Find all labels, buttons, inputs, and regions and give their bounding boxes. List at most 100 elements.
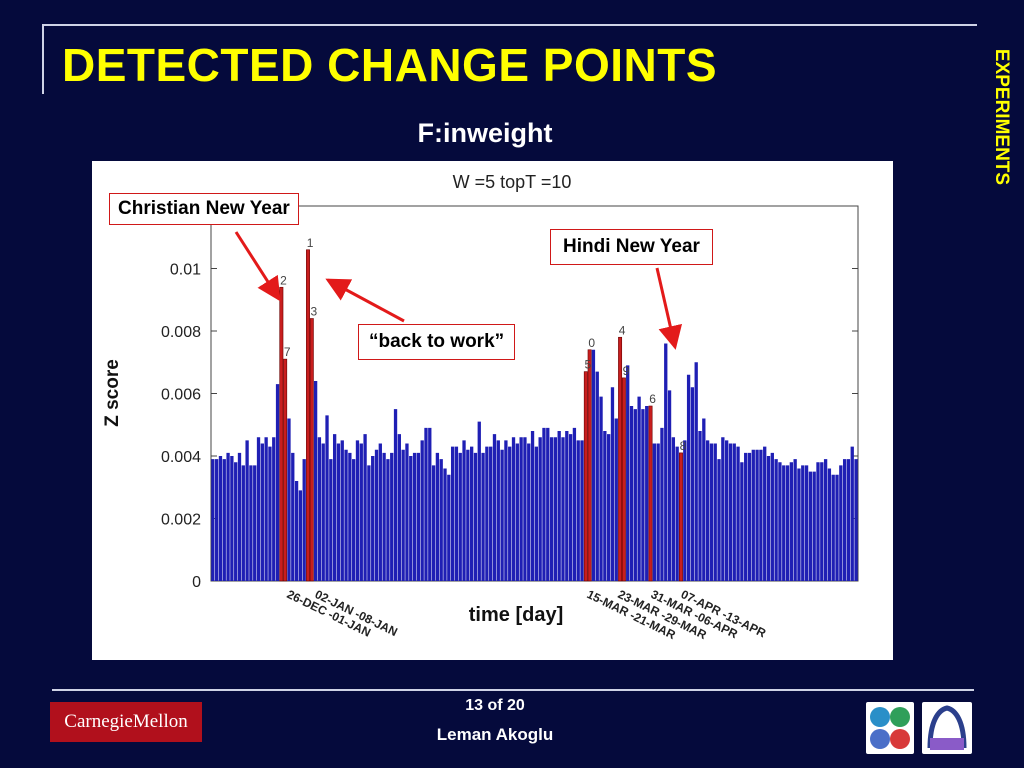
bar xyxy=(378,443,382,581)
bar xyxy=(473,452,478,581)
bar xyxy=(568,434,573,581)
bar xyxy=(842,459,847,581)
bar xyxy=(264,437,268,581)
bar xyxy=(755,449,759,581)
bar xyxy=(671,437,676,581)
bar xyxy=(561,437,565,581)
bar xyxy=(801,465,805,581)
bar xyxy=(629,406,634,581)
bar xyxy=(724,440,729,581)
bar xyxy=(492,434,497,581)
bar xyxy=(534,446,539,581)
bar xyxy=(317,437,322,581)
callout-back-to-work: “back to work” xyxy=(358,324,516,360)
bar xyxy=(405,443,409,581)
y-tick-label: 0.002 xyxy=(161,512,201,529)
bar xyxy=(538,437,542,581)
bar xyxy=(332,434,337,581)
arrow-back-to-work xyxy=(325,278,405,323)
bar xyxy=(268,446,272,581)
change-point-rank-label: 0 xyxy=(588,336,595,350)
bar xyxy=(291,452,295,581)
bar xyxy=(462,440,466,581)
arrow-hindi xyxy=(655,267,683,350)
bar xyxy=(820,462,824,581)
bar xyxy=(428,427,432,581)
change-point-rank-label: 6 xyxy=(649,392,656,406)
bar xyxy=(504,440,508,581)
bar xyxy=(367,465,371,581)
bar xyxy=(850,446,854,581)
bar xyxy=(508,446,512,581)
bar xyxy=(717,459,721,581)
bar xyxy=(626,365,630,581)
bar xyxy=(435,452,440,581)
bar xyxy=(641,409,645,581)
bar xyxy=(770,452,774,581)
bar xyxy=(846,459,851,581)
bar xyxy=(439,459,443,581)
slide-title: DETECTED CHANGE POINTS xyxy=(62,39,718,91)
bar xyxy=(728,443,733,581)
bar xyxy=(610,387,615,581)
bar xyxy=(591,349,596,581)
bar xyxy=(454,446,459,581)
bar xyxy=(226,452,230,581)
bar xyxy=(519,437,523,581)
bar xyxy=(675,446,679,581)
bar xyxy=(816,462,820,581)
change-point-bar xyxy=(618,336,623,582)
bar xyxy=(500,449,504,581)
bar xyxy=(774,459,778,581)
bar xyxy=(298,490,303,581)
author-name: Leman Akoglu xyxy=(436,725,554,744)
bar xyxy=(443,468,447,581)
bar xyxy=(744,452,748,581)
bar xyxy=(580,440,584,581)
chart-title: W =5 topT =10 xyxy=(453,172,572,192)
bar xyxy=(702,418,706,581)
bar xyxy=(530,431,535,581)
arc-logo-icon xyxy=(922,702,972,754)
y-tick-label: 0 xyxy=(192,574,201,591)
bar xyxy=(664,343,668,581)
change-point-bar xyxy=(283,358,288,582)
top-rule xyxy=(42,24,977,26)
bar xyxy=(275,384,280,581)
bar xyxy=(694,362,698,581)
change-point-rank-label: 2 xyxy=(280,273,287,287)
bar xyxy=(713,443,717,581)
bar xyxy=(211,459,215,581)
bar xyxy=(614,418,618,581)
bar xyxy=(557,431,561,581)
bar xyxy=(256,437,261,581)
bar xyxy=(325,415,329,581)
bar xyxy=(546,427,550,581)
bar xyxy=(409,456,413,581)
bar xyxy=(690,387,695,581)
bar xyxy=(854,459,858,581)
bar xyxy=(831,474,835,581)
bar xyxy=(823,459,828,581)
bar xyxy=(371,456,375,581)
y-tick-label: 0.006 xyxy=(161,387,201,404)
bar xyxy=(466,449,470,581)
bar xyxy=(553,437,558,581)
bar xyxy=(607,434,611,581)
network-logo-icon xyxy=(866,702,914,754)
bar xyxy=(348,452,352,581)
bar xyxy=(511,437,516,581)
bar xyxy=(245,440,249,581)
bar xyxy=(778,462,782,581)
bar xyxy=(633,409,637,581)
bar xyxy=(321,443,325,581)
bar xyxy=(656,443,660,581)
bar xyxy=(336,443,341,581)
bar xyxy=(416,452,421,581)
callout-christian-new-year: Christian New Year xyxy=(109,193,299,225)
bar xyxy=(576,440,580,581)
bar-chart: 0 0.002 0.004 0.006 0.008 0.01 W =5 topT =10 Z … xyxy=(102,172,859,642)
bar xyxy=(294,481,299,581)
bar xyxy=(253,465,257,581)
bar xyxy=(397,434,401,581)
